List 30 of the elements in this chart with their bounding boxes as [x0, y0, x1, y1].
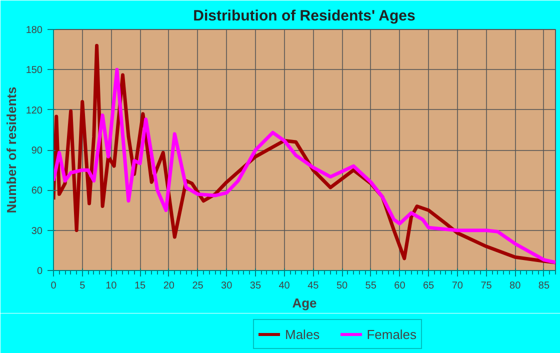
- y-tick-label: 120: [26, 105, 43, 116]
- x-tick-label: 30: [221, 280, 233, 292]
- x-tick-label: 85: [538, 280, 550, 292]
- x-tick-label: 60: [394, 280, 406, 292]
- x-tick-label: 35: [250, 280, 262, 292]
- y-tick-label: 60: [31, 186, 43, 197]
- x-tick-label: 50: [336, 280, 348, 292]
- x-tick-label: 0: [50, 280, 57, 292]
- x-tick-label: 10: [106, 280, 118, 292]
- x-tick-label: 40: [278, 280, 290, 292]
- legend-label: Males: [285, 326, 320, 342]
- x-tick-label: 15: [134, 280, 146, 292]
- x-tick-label: 55: [365, 280, 377, 292]
- x-tick-label: 75: [480, 280, 492, 292]
- x-tick-label: 20: [163, 280, 175, 292]
- chart-title: Distribution of Residents' Ages: [193, 8, 416, 24]
- x-tick-label: 45: [308, 280, 320, 292]
- x-tick-label: 65: [422, 280, 435, 292]
- y-tick-label: 150: [26, 65, 43, 76]
- y-tick-label: 0: [36, 266, 43, 277]
- y-tick-label: 180: [26, 25, 43, 36]
- x-tick-label: 25: [192, 280, 204, 292]
- x-axis-title: Age: [292, 296, 317, 310]
- x-tick-label: 70: [452, 280, 464, 292]
- x-tick-label: 5: [80, 280, 86, 292]
- x-tick-label: 80: [510, 280, 522, 292]
- y-axis-title: Number of residents: [4, 86, 19, 214]
- y-tick-label: 90: [31, 146, 43, 156]
- y-tick-label: 30: [31, 226, 43, 237]
- legend-label: Females: [366, 326, 417, 342]
